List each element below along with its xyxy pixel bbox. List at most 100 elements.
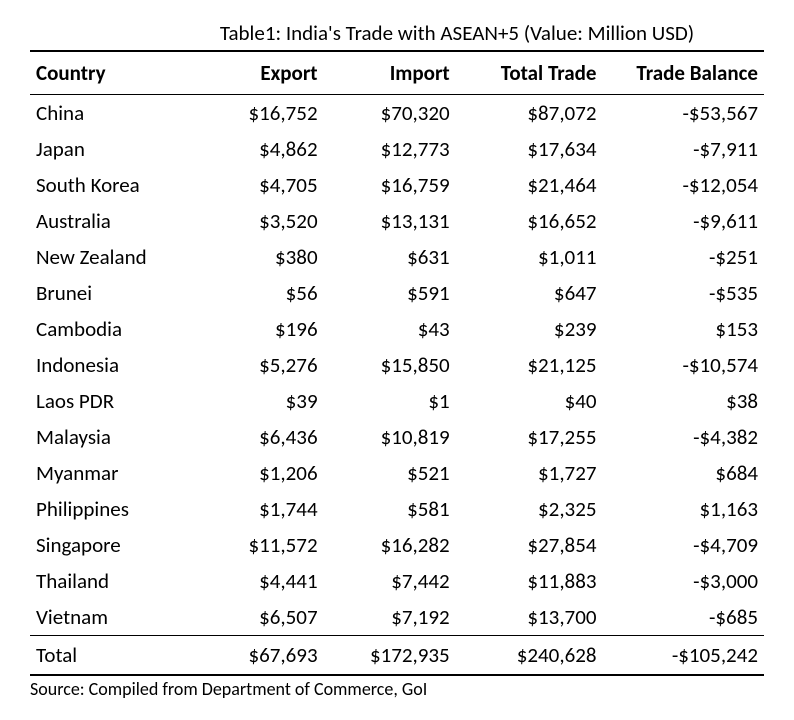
cell-import: $10,819 — [324, 419, 456, 455]
cell-trade-balance: -$3,000 — [603, 563, 765, 599]
table-title: Table1: India's Trade with ASEAN+5 (Valu… — [30, 20, 764, 46]
cell-total-trade: $1,011 — [456, 239, 603, 275]
cell-import: $591 — [324, 275, 456, 311]
cell-total-trade: $239 — [456, 311, 603, 347]
table-row: Vietnam$6,507$7,192$13,700-$685 — [30, 599, 764, 636]
cell-total-trade: $13,700 — [456, 599, 603, 636]
cell-trade-balance: $153 — [603, 311, 765, 347]
cell-country: Malaysia — [30, 419, 206, 455]
cell-export: $11,572 — [206, 527, 323, 563]
cell-export: $6,436 — [206, 419, 323, 455]
table-row: Thailand$4,441$7,442$11,883-$3,000 — [30, 563, 764, 599]
cell-total-trade: $87,072 — [456, 95, 603, 132]
table-row: China$16,752$70,320$87,072-$53,567 — [30, 95, 764, 132]
cell-import: $172,935 — [324, 636, 456, 676]
cell-country: China — [30, 95, 206, 132]
cell-country: Australia — [30, 203, 206, 239]
cell-import: $12,773 — [324, 131, 456, 167]
cell-total-trade: $11,883 — [456, 563, 603, 599]
cell-trade-balance: -$10,574 — [603, 347, 765, 383]
table-row: Japan$4,862$12,773$17,634-$7,911 — [30, 131, 764, 167]
cell-trade-balance: -$535 — [603, 275, 765, 311]
cell-total-trade: $21,125 — [456, 347, 603, 383]
cell-import: $1 — [324, 383, 456, 419]
cell-country: Laos PDR — [30, 383, 206, 419]
cell-total-trade: $17,634 — [456, 131, 603, 167]
table-row: Malaysia$6,436$10,819$17,255-$4,382 — [30, 419, 764, 455]
table-row: Philippines$1,744$581$2,325$1,163 — [30, 491, 764, 527]
cell-trade-balance: -$7,911 — [603, 131, 765, 167]
cell-trade-balance: -$9,611 — [603, 203, 765, 239]
cell-total-trade: $647 — [456, 275, 603, 311]
table-row: Brunei$56$591$647-$535 — [30, 275, 764, 311]
table-row: South Korea$4,705$16,759$21,464-$12,054 — [30, 167, 764, 203]
cell-export: $56 — [206, 275, 323, 311]
cell-country: South Korea — [30, 167, 206, 203]
cell-export: $5,276 — [206, 347, 323, 383]
cell-country: Vietnam — [30, 599, 206, 636]
cell-import: $631 — [324, 239, 456, 275]
table-header-row: Country Export Import Total Trade Trade … — [30, 51, 764, 95]
cell-trade-balance: -$105,242 — [603, 636, 765, 676]
cell-trade-balance: -$4,709 — [603, 527, 765, 563]
cell-total-trade: $1,727 — [456, 455, 603, 491]
cell-export: $1,744 — [206, 491, 323, 527]
cell-import: $16,282 — [324, 527, 456, 563]
cell-export: $16,752 — [206, 95, 323, 132]
cell-country: Philippines — [30, 491, 206, 527]
table-row: Cambodia$196$43$239$153 — [30, 311, 764, 347]
cell-country: Brunei — [30, 275, 206, 311]
cell-trade-balance: $1,163 — [603, 491, 765, 527]
table-total-row: Total$67,693$172,935$240,628-$105,242 — [30, 636, 764, 676]
cell-country: New Zealand — [30, 239, 206, 275]
cell-total-trade: $2,325 — [456, 491, 603, 527]
cell-export: $39 — [206, 383, 323, 419]
cell-country: Japan — [30, 131, 206, 167]
table-row: Australia$3,520$13,131$16,652-$9,611 — [30, 203, 764, 239]
table-row: Laos PDR$39$1$40$38 — [30, 383, 764, 419]
col-trade-balance: Trade Balance — [603, 51, 765, 95]
cell-country: Thailand — [30, 563, 206, 599]
cell-export: $380 — [206, 239, 323, 275]
cell-export: $1,206 — [206, 455, 323, 491]
cell-country: Indonesia — [30, 347, 206, 383]
table-row: Singapore$11,572$16,282$27,854-$4,709 — [30, 527, 764, 563]
cell-trade-balance: -$12,054 — [603, 167, 765, 203]
cell-import: $16,759 — [324, 167, 456, 203]
cell-import: $15,850 — [324, 347, 456, 383]
cell-import: $43 — [324, 311, 456, 347]
col-total-trade: Total Trade — [456, 51, 603, 95]
cell-total-trade: $21,464 — [456, 167, 603, 203]
cell-export: $4,862 — [206, 131, 323, 167]
cell-total-trade: $17,255 — [456, 419, 603, 455]
cell-import: $70,320 — [324, 95, 456, 132]
cell-import: $7,442 — [324, 563, 456, 599]
col-export: Export — [206, 51, 323, 95]
cell-total-trade: $16,652 — [456, 203, 603, 239]
cell-export: $4,705 — [206, 167, 323, 203]
source-note: Source: Compiled from Department of Comm… — [30, 678, 764, 700]
cell-country: Singapore — [30, 527, 206, 563]
cell-country: Total — [30, 636, 206, 676]
cell-export: $67,693 — [206, 636, 323, 676]
table-row: Indonesia$5,276$15,850$21,125-$10,574 — [30, 347, 764, 383]
trade-table: Country Export Import Total Trade Trade … — [30, 50, 764, 676]
cell-country: Myanmar — [30, 455, 206, 491]
cell-country: Cambodia — [30, 311, 206, 347]
cell-export: $196 — [206, 311, 323, 347]
cell-export: $6,507 — [206, 599, 323, 636]
cell-trade-balance: -$685 — [603, 599, 765, 636]
cell-trade-balance: -$251 — [603, 239, 765, 275]
cell-export: $4,441 — [206, 563, 323, 599]
cell-trade-balance: -$53,567 — [603, 95, 765, 132]
table-row: New Zealand$380$631$1,011-$251 — [30, 239, 764, 275]
cell-import: $581 — [324, 491, 456, 527]
col-import: Import — [324, 51, 456, 95]
cell-import: $7,192 — [324, 599, 456, 636]
cell-trade-balance: -$4,382 — [603, 419, 765, 455]
cell-total-trade: $240,628 — [456, 636, 603, 676]
cell-total-trade: $27,854 — [456, 527, 603, 563]
cell-import: $13,131 — [324, 203, 456, 239]
cell-trade-balance: $38 — [603, 383, 765, 419]
cell-export: $3,520 — [206, 203, 323, 239]
